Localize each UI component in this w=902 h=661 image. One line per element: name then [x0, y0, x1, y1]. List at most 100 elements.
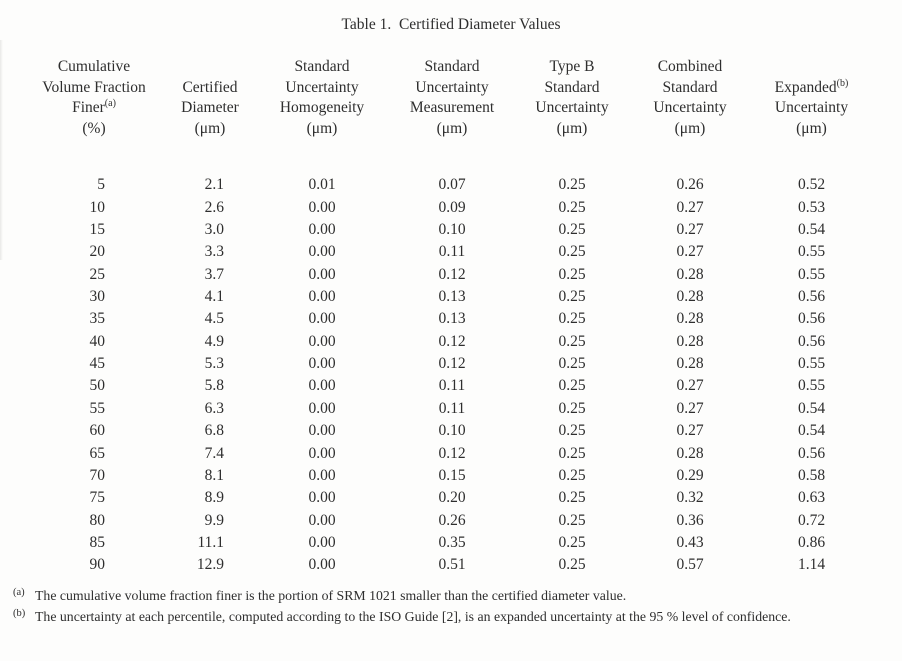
- column-header-line: Certified: [182, 78, 238, 96]
- cell-type-b-standard-uncertainty: 0.25: [558, 221, 586, 239]
- cell-combined-standard-uncertainty: 0.57: [676, 556, 704, 574]
- cell-expanded-uncertainty: 0.58: [797, 466, 826, 484]
- cell-cumulative-volume-fraction-finer: 70: [89, 466, 106, 484]
- cell-standard-uncertainty-homogeneity: 0.00: [308, 466, 336, 484]
- column-header-line: (%): [82, 119, 106, 137]
- column-header-line: Type B: [549, 58, 595, 75]
- cell-cumulative-volume-fraction-finer: 10: [89, 198, 106, 216]
- column-header-line: (μm): [556, 119, 588, 137]
- cell-type-b-standard-uncertainty: 0.25: [558, 511, 586, 529]
- cell-cumulative-volume-fraction-finer: 75: [89, 489, 106, 507]
- footnote-marker-a: (a): [13, 587, 25, 598]
- cell-combined-standard-uncertainty: 0.28: [676, 332, 704, 350]
- cell-cumulative-volume-fraction-finer: 65: [89, 444, 106, 462]
- cell-type-b-standard-uncertainty: 0.25: [558, 176, 586, 194]
- cell-expanded-uncertainty: 0.55: [797, 355, 826, 373]
- footnote-reference: (b): [836, 77, 849, 89]
- cell-standard-uncertainty-homogeneity: 0.00: [308, 221, 336, 239]
- column-header-combined-standard-uncertainty: Combined Standard Uncertainty (μm): [632, 57, 748, 139]
- cell-cumulative-volume-fraction-finer: 30: [89, 288, 106, 306]
- cell-certified-diameter: 8.1: [204, 466, 224, 484]
- column-header-line: Combined: [657, 58, 723, 75]
- cell-expanded-uncertainty: 0.55: [797, 243, 826, 261]
- cell-certified-diameter: 8.9: [204, 489, 224, 507]
- cell-type-b-standard-uncertainty: 0.25: [558, 332, 586, 350]
- cell-certified-diameter: 2.1: [204, 176, 224, 194]
- cell-certified-diameter: 4.5: [204, 310, 224, 328]
- cell-standard-uncertainty-measurement: 0.10: [438, 422, 466, 440]
- column-header-line: Finer(a): [72, 98, 116, 117]
- cell-type-b-standard-uncertainty: 0.25: [558, 444, 586, 462]
- cell-certified-diameter: 5.3: [204, 355, 224, 373]
- cell-expanded-uncertainty: 0.53: [797, 198, 826, 216]
- column-header-type-b-standard-uncertainty: Type B Standard Uncertainty (μm): [512, 57, 632, 139]
- cell-type-b-standard-uncertainty: 0.25: [558, 422, 586, 440]
- table-row: 70 8.1 0.00 0.15 0.25 0.29 0.58: [20, 465, 875, 487]
- cell-type-b-standard-uncertainty: 0.25: [558, 399, 586, 417]
- footnotes: (a) The cumulative volume fraction finer …: [12, 585, 880, 627]
- column-header-line: Uncertainty: [653, 99, 727, 117]
- cell-standard-uncertainty-measurement: 0.13: [438, 310, 466, 328]
- cell-expanded-uncertainty: 0.56: [797, 444, 826, 462]
- cell-combined-standard-uncertainty: 0.27: [676, 198, 704, 216]
- table-row: 20 3.3 0.00 0.11 0.25 0.27 0.55: [20, 241, 875, 263]
- cell-standard-uncertainty-measurement: 0.15: [438, 466, 466, 484]
- cell-expanded-uncertainty: 0.72: [797, 511, 826, 529]
- column-header-line: (μm): [436, 119, 468, 137]
- cell-combined-standard-uncertainty: 0.26: [676, 176, 704, 194]
- cell-certified-diameter: 3.7: [204, 265, 224, 283]
- table-row: 25 3.7 0.00 0.12 0.25 0.28 0.55: [20, 264, 875, 286]
- cell-expanded-uncertainty: 0.56: [797, 332, 826, 350]
- cell-combined-standard-uncertainty: 0.27: [676, 221, 704, 239]
- cell-standard-uncertainty-homogeneity: 0.00: [308, 422, 336, 440]
- cell-standard-uncertainty-homogeneity: 0.00: [308, 556, 336, 574]
- cell-expanded-uncertainty: 0.56: [797, 310, 826, 328]
- cell-standard-uncertainty-homogeneity: 0.01: [308, 176, 336, 194]
- cell-type-b-standard-uncertainty: 0.25: [558, 198, 586, 216]
- cell-type-b-standard-uncertainty: 0.25: [558, 355, 586, 373]
- cell-standard-uncertainty-measurement: 0.11: [438, 243, 466, 261]
- cell-type-b-standard-uncertainty: 0.25: [558, 556, 586, 574]
- table-row: 85 11.1 0.00 0.35 0.25 0.43 0.86: [20, 532, 875, 554]
- cell-type-b-standard-uncertainty: 0.25: [558, 243, 586, 261]
- footnote-reference: (a): [104, 98, 116, 110]
- scan-edge-artifact: [0, 40, 3, 260]
- cell-cumulative-volume-fraction-finer: 35: [89, 310, 106, 328]
- cell-certified-diameter: 11.1: [197, 533, 224, 551]
- cell-combined-standard-uncertainty: 0.28: [676, 288, 704, 306]
- cell-standard-uncertainty-homogeneity: 0.00: [308, 332, 336, 350]
- table-row: 45 5.3 0.00 0.12 0.25 0.28 0.55: [20, 353, 875, 375]
- cell-combined-standard-uncertainty: 0.27: [676, 422, 704, 440]
- footnote-text: The cumulative volume fraction finer is …: [35, 588, 627, 603]
- cell-cumulative-volume-fraction-finer: 20: [89, 243, 106, 261]
- table-header: Cumulative Volume Fraction Finer(a) (%) Cert…: [20, 57, 875, 139]
- cell-cumulative-volume-fraction-finer: 5: [97, 176, 105, 194]
- cell-certified-diameter: 9.9: [204, 511, 224, 529]
- cell-type-b-standard-uncertainty: 0.25: [558, 377, 586, 395]
- cell-standard-uncertainty-measurement: 0.13: [438, 288, 466, 306]
- column-header-cumulative-volume-fraction-finer: Cumulative Volume Fraction Finer(a) (%): [20, 57, 168, 139]
- column-header-expanded-uncertainty: Expanded(b) Uncertainty (μm): [748, 57, 875, 139]
- cell-cumulative-volume-fraction-finer: 90: [89, 556, 106, 574]
- cell-standard-uncertainty-measurement: 0.12: [438, 355, 466, 373]
- cell-certified-diameter: 3.0: [204, 221, 224, 239]
- table-row: 60 6.8 0.00 0.10 0.25 0.27 0.54: [20, 420, 875, 442]
- cell-standard-uncertainty-measurement: 0.12: [438, 332, 466, 350]
- cell-combined-standard-uncertainty: 0.27: [676, 399, 704, 417]
- cell-cumulative-volume-fraction-finer: 80: [89, 511, 106, 529]
- cell-expanded-uncertainty: 1.14: [797, 556, 826, 574]
- column-header-line: (μm): [194, 119, 226, 137]
- cell-combined-standard-uncertainty: 0.28: [676, 265, 704, 283]
- cell-certified-diameter: 6.8: [204, 422, 224, 440]
- cell-type-b-standard-uncertainty: 0.25: [558, 533, 586, 551]
- column-header-line: Standard: [294, 58, 350, 75]
- column-header-line: Uncertainty: [774, 99, 849, 117]
- table-body: 5 2.1 0.01 0.07 0.25 0.26 0.52 10 2.6 0.00 0.09 0.2…: [20, 174, 875, 576]
- table-row: 40 4.9 0.00 0.12 0.25 0.28 0.56: [20, 331, 875, 353]
- cell-standard-uncertainty-measurement: 0.11: [438, 399, 466, 417]
- cell-standard-uncertainty-measurement: 0.09: [438, 198, 466, 216]
- cell-type-b-standard-uncertainty: 0.25: [558, 310, 586, 328]
- column-header-line: Uncertainty: [285, 78, 359, 96]
- cell-expanded-uncertainty: 0.55: [797, 377, 826, 395]
- cell-standard-uncertainty-measurement: 0.12: [438, 265, 466, 283]
